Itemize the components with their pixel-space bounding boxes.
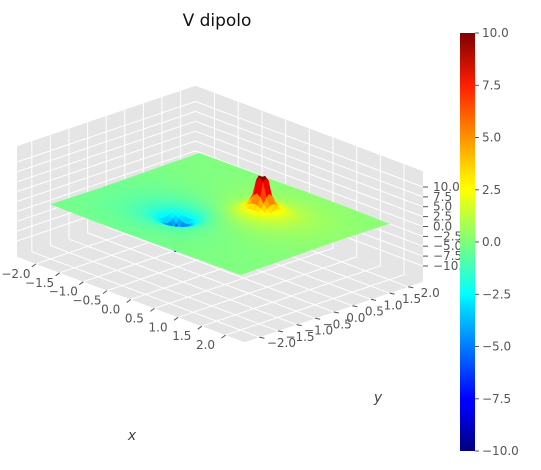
grid-line xyxy=(16,120,196,183)
x-tick-label: 0.0 xyxy=(101,303,120,317)
surface-facet xyxy=(236,272,244,276)
colorbar-tick-label: 5.0 xyxy=(482,131,501,145)
x-tick-label: −2.0 xyxy=(1,267,30,281)
colorbar xyxy=(460,33,475,451)
y-tick-label: 1.5 xyxy=(402,292,421,306)
x-tick-mark xyxy=(79,281,84,286)
z-tick-label: 7.5 xyxy=(433,190,452,204)
y-tick-label: −1.0 xyxy=(304,324,333,338)
y-tick-mark xyxy=(277,330,284,333)
z-tick-label: 2.5 xyxy=(433,210,452,224)
grid-line xyxy=(106,226,334,313)
y-tick-label: −0.5 xyxy=(323,317,352,331)
potential-surface xyxy=(50,152,390,276)
colorbar-tick-label: −10.0 xyxy=(482,444,519,458)
colorbar-tick-label: 10.0 xyxy=(482,26,509,40)
grid-line xyxy=(195,130,424,218)
y-tick-labels: −2.0−1.5−1.0−0.50.0 0.5 1.0 1.5 2.0 xyxy=(259,286,440,350)
grid-line xyxy=(16,110,196,173)
grid-line xyxy=(31,251,260,338)
y-tick-mark xyxy=(296,324,302,327)
y-tick-label: 2.0 xyxy=(421,286,440,300)
grid-line xyxy=(68,238,297,326)
x-tick-labels: −2.0−1.5−1.0−0.50.0 0.5 1.0 1.5 2.0 xyxy=(1,263,226,352)
x-tick-mark xyxy=(31,263,37,268)
x-tick-mark xyxy=(126,299,131,303)
z-tick-label: 5.0 xyxy=(433,200,452,214)
grid-line xyxy=(195,101,424,188)
y-tick-label: 0.0 xyxy=(346,311,365,325)
grid-line xyxy=(16,150,196,212)
x-tick-mark xyxy=(55,272,60,277)
x-tick-mark xyxy=(173,316,179,321)
y-tick-mark xyxy=(408,286,414,289)
y-axis-label: y xyxy=(373,390,383,406)
x-tick-label: 1.0 xyxy=(149,320,168,334)
x-axis-label: x xyxy=(127,428,137,444)
y-tick-label: −2.0 xyxy=(267,336,296,350)
colorbar-tick-label: −5.0 xyxy=(482,340,511,354)
x-tick-label: 0.5 xyxy=(125,311,144,325)
y-tick-mark xyxy=(370,298,377,301)
z-tick-label: −7.5 xyxy=(433,249,462,263)
grid-line xyxy=(16,101,196,163)
x-tick-label: −0.5 xyxy=(72,294,101,308)
grid-line xyxy=(16,130,196,193)
colorbar-tick-label: −2.5 xyxy=(482,287,511,301)
x-tick-label: 2.0 xyxy=(196,338,215,352)
y-tick-mark xyxy=(333,311,339,314)
grid-line xyxy=(195,120,424,208)
y-tick-label: −1.5 xyxy=(285,330,314,344)
z-tick-label: −5.0 xyxy=(433,239,462,253)
grid-line xyxy=(195,140,424,227)
y-tick-label: 0.5 xyxy=(365,305,384,319)
colorbar-tick-label: 0.0 xyxy=(482,235,501,249)
colorbar-tick-label: −7.5 xyxy=(482,392,511,406)
z-tick-label: 10.0 xyxy=(433,180,460,194)
x-tick-label: −1.5 xyxy=(25,276,54,290)
grid-line xyxy=(50,245,279,332)
y-tick-mark xyxy=(352,305,358,308)
x-tick-label: −1.0 xyxy=(49,285,78,299)
grid-line xyxy=(87,232,316,319)
x-tick-mark xyxy=(197,325,203,330)
y-tick-mark xyxy=(315,317,321,320)
y-tick-mark xyxy=(259,336,265,339)
colorbar-ticks: −10.0 −7.5 −5.0 −2.5 0.0 2.5 5.0 7.5 10.0 xyxy=(475,26,519,458)
grid-line xyxy=(16,140,196,202)
x-tick-mark xyxy=(221,334,226,339)
x-tick-mark xyxy=(150,307,155,312)
y-tick-label: 1.0 xyxy=(383,298,402,312)
x-tick-label: 1.5 xyxy=(172,329,191,343)
z-tick-label: 0.0 xyxy=(433,220,452,234)
colorbar-tick-label: 7.5 xyxy=(482,78,501,92)
y-tick-mark xyxy=(389,292,395,295)
z-tick-label: −2.5 xyxy=(433,229,462,243)
grid-line xyxy=(195,110,424,198)
x-tick-mark xyxy=(102,290,108,295)
colorbar-tick-label: 2.5 xyxy=(482,183,501,197)
chart-title: V dipolo xyxy=(183,11,252,31)
